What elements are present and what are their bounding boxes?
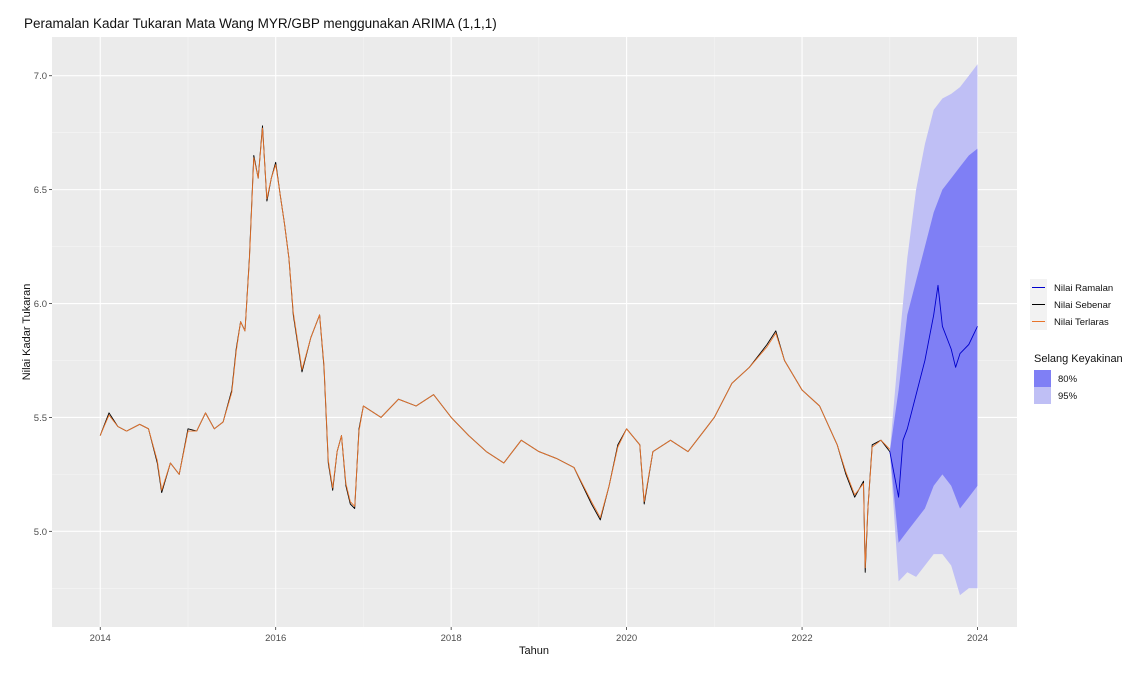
legend-line-label-0: Nilai Ramalan <box>1054 283 1113 294</box>
legend-band-title: Selang Keyakinan <box>1034 353 1123 365</box>
x-tick-label-2: 2018 <box>441 633 462 644</box>
x-tick-label-4: 2022 <box>791 633 812 644</box>
x-axis: 2014 2016 2018 2020 2022 2024 <box>90 627 988 644</box>
legend-band-label-0: 80% <box>1058 374 1078 385</box>
legend-line-label-1: Nilai Sebenar <box>1054 300 1111 311</box>
grid-lines <box>52 37 1017 627</box>
legend-line-label-2: Nilai Terlaras <box>1054 317 1109 328</box>
legend-band-label-1: 95% <box>1058 391 1078 402</box>
y-axis-title: Nilai Kadar Tukaran <box>21 284 33 381</box>
y-tick-label-0: 5.0 <box>34 527 47 538</box>
y-tick-label-2: 6.0 <box>34 299 47 310</box>
x-tick-label-5: 2024 <box>967 633 988 644</box>
series-lines <box>99 125 978 573</box>
y-axis: 5.0 5.5 6.0 6.5 7.0 <box>34 71 52 538</box>
band-80-area <box>889 148 978 543</box>
fitted-series-line <box>99 127 891 569</box>
confidence-bands <box>889 64 978 596</box>
chart-title: Peramalan Kadar Tukaran Mata Wang MYR/GB… <box>24 16 497 31</box>
y-tick-label-1: 5.5 <box>34 413 47 424</box>
x-tick-label-0: 2014 <box>90 633 111 644</box>
forecast-series-line <box>889 284 978 498</box>
plot-panel <box>52 37 1017 627</box>
y-tick-label-4: 7.0 <box>34 71 47 82</box>
y-tick-label-3: 6.5 <box>34 185 47 196</box>
x-axis-title: Tahun <box>519 645 549 657</box>
x-tick-label-3: 2020 <box>616 633 637 644</box>
x-tick-label-1: 2016 <box>265 633 286 644</box>
legend-band-swatch-1 <box>1034 387 1051 404</box>
legend: Nilai Ramalan Nilai Sebenar Nilai Terlaras… <box>1030 279 1123 404</box>
legend-band-swatch-0 <box>1034 370 1051 387</box>
